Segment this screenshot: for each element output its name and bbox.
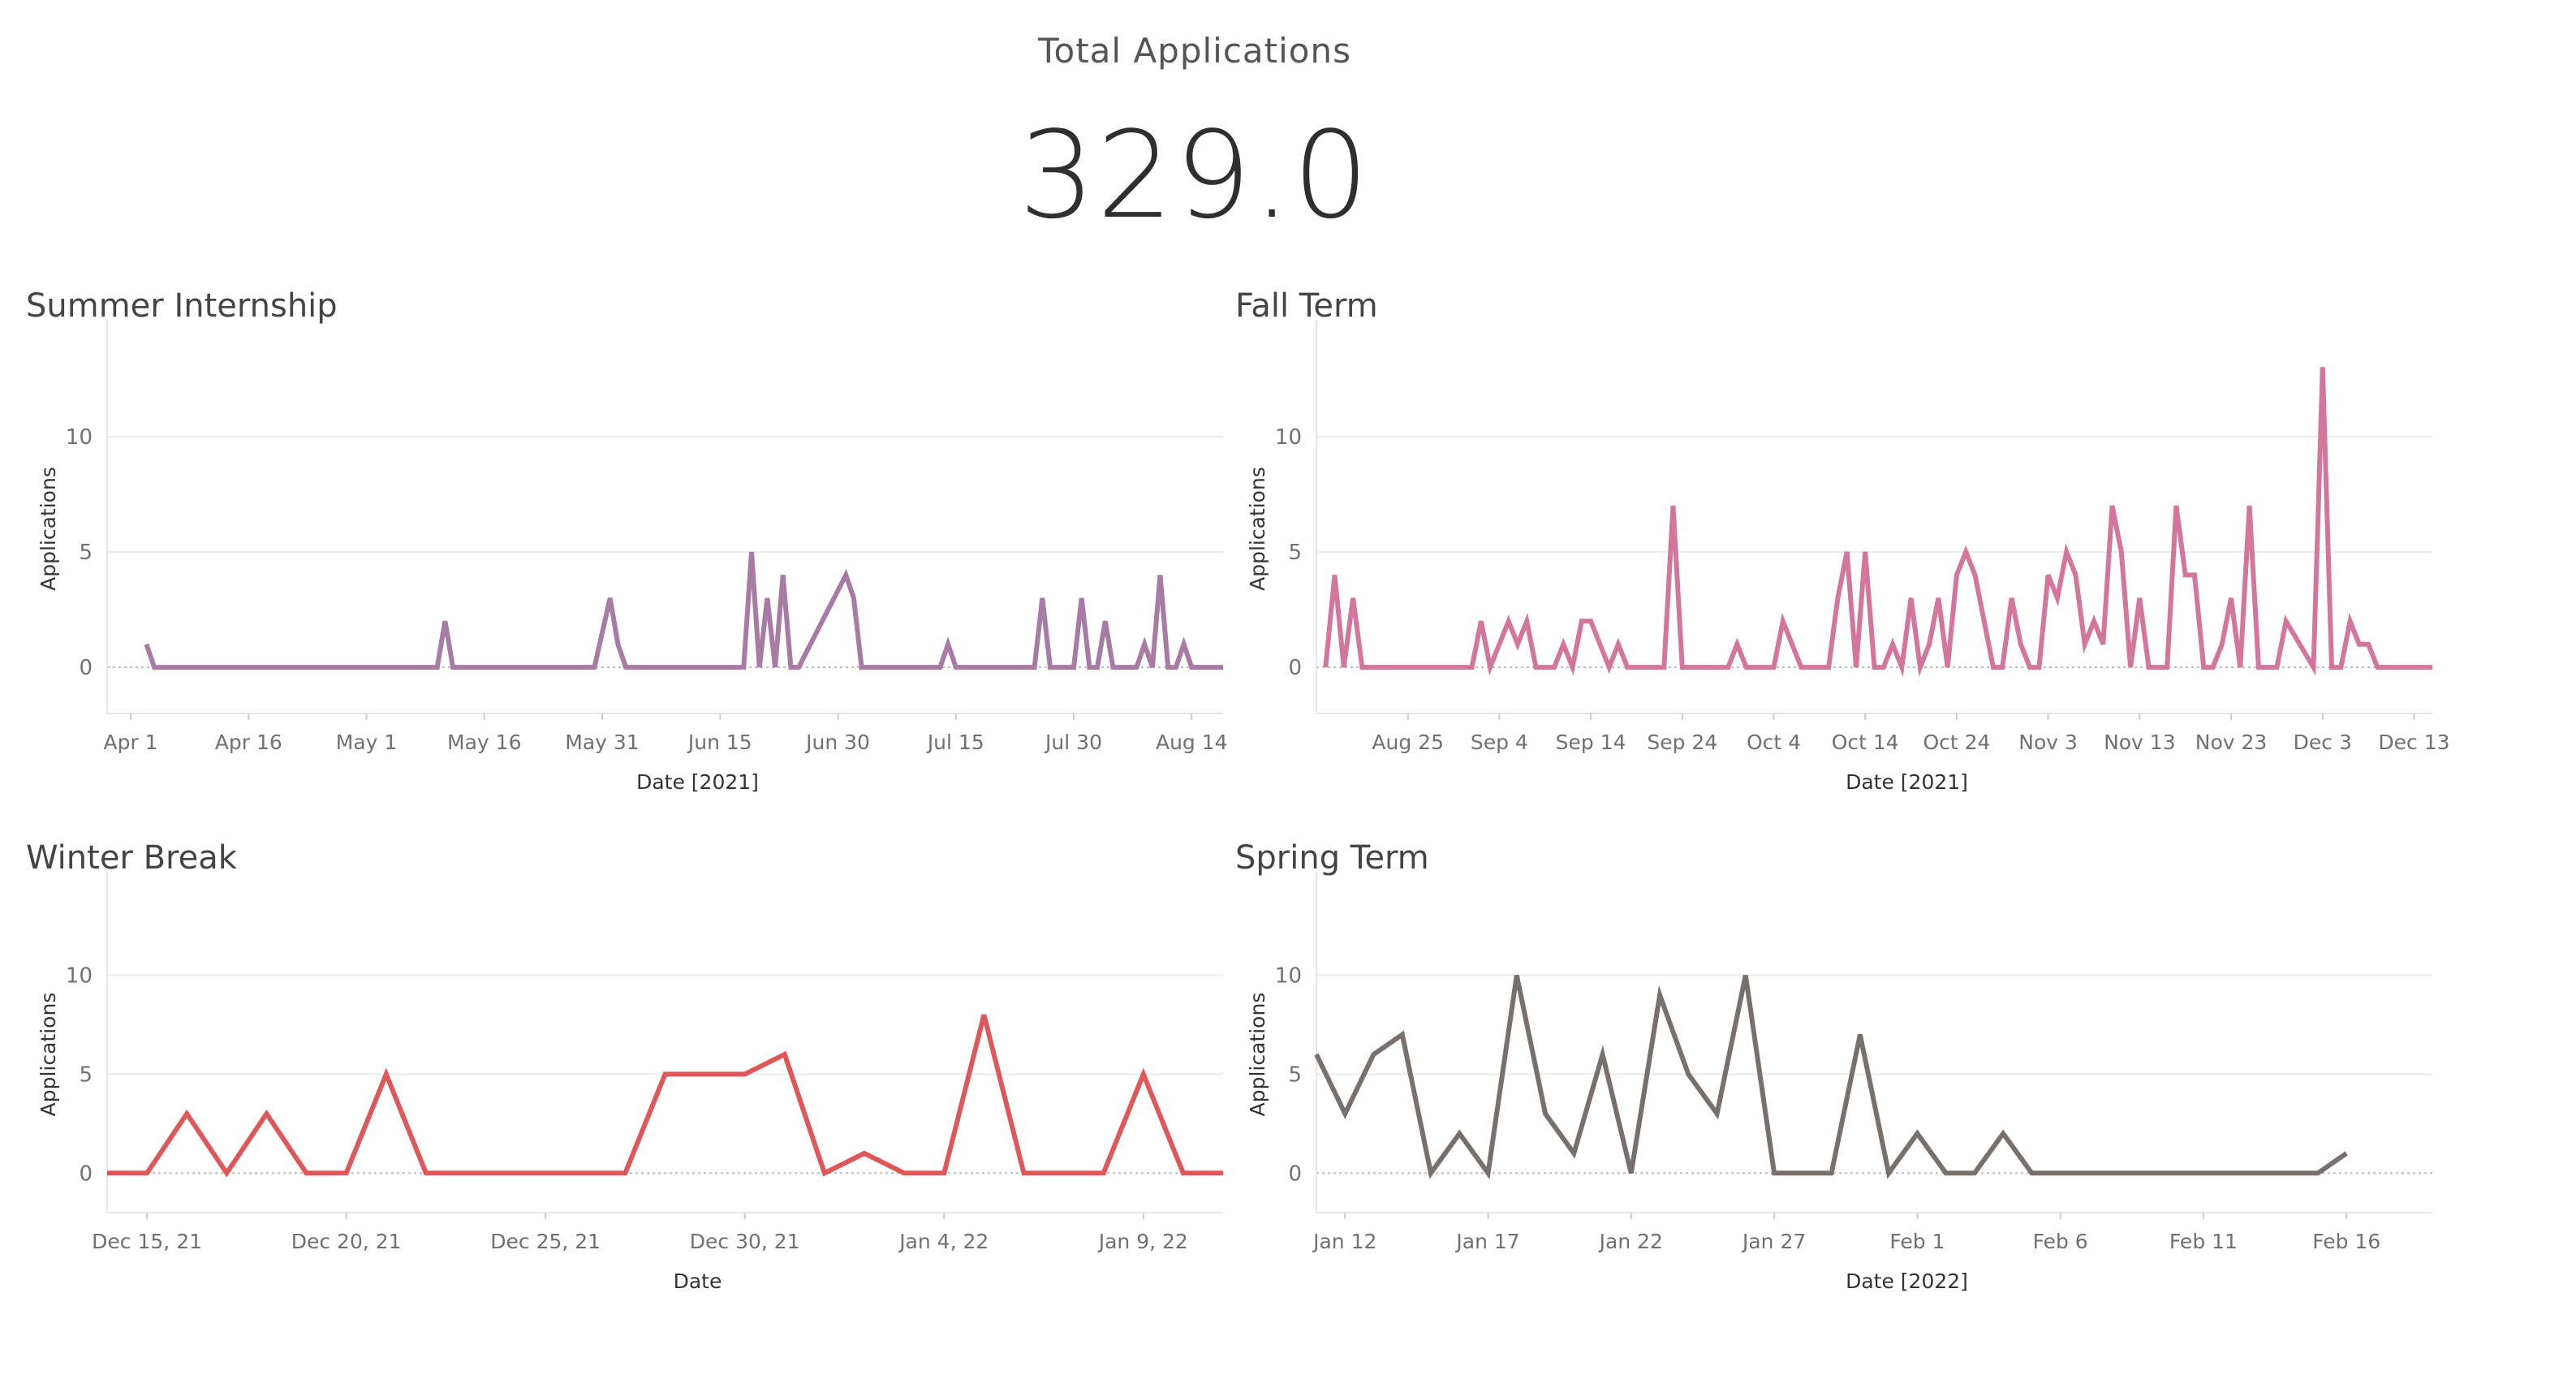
y-tick-label: 10 [66, 964, 93, 989]
y-tick-label: 0 [79, 656, 93, 680]
winter-break-title: Winter Break [26, 839, 237, 877]
x-tick-label: May 16 [447, 731, 521, 754]
series-line [144, 551, 1223, 670]
x-tick-label: Nov 23 [2195, 731, 2268, 754]
x-tick-label: Jun 30 [804, 731, 870, 754]
y-tick-label: 5 [1288, 1062, 1302, 1087]
x-tick-label: Oct 24 [1923, 731, 1990, 754]
x-tick-label: Feb 1 [1889, 1230, 1945, 1253]
summer-internship-chart: 0 5 10 Apr 1 Apr 16 May 1 May 16 May 31 Jun 15 Ju… [37, 320, 1228, 794]
x-tick-label: Jan 12 [1312, 1230, 1376, 1253]
spring-term-title: Spring Term [1235, 839, 1429, 877]
x-tick-label: Feb 11 [2169, 1230, 2238, 1253]
series-line [1314, 974, 2348, 1180]
x-tick-label: Dec 30, 21 [690, 1230, 800, 1253]
x-tick-label: May 1 [336, 731, 398, 754]
x-tick-label: Jan 22 [1598, 1230, 1663, 1253]
x-tick-label: Feb 6 [2033, 1230, 2088, 1253]
x-axis-title: Date [2022] [1846, 1269, 1968, 1293]
x-tick-label: Jan 9, 22 [1097, 1230, 1188, 1253]
x-tick-label: Sep 14 [1556, 731, 1626, 754]
summer-internship-title: Summer Internship [26, 287, 338, 325]
x-tick-label: Feb 16 [2312, 1230, 2380, 1253]
y-axis-title: Applications [1246, 467, 1269, 591]
x-axis-title: Date [674, 1269, 722, 1293]
summer-internship-panel: Summer Internship 0 5 10 Apr 1 Apr 16 May 1 Ma… [26, 287, 1243, 823]
series-line [107, 1014, 1223, 1178]
y-tick-label: 10 [66, 425, 93, 450]
y-tick-label: 10 [1275, 964, 1302, 989]
x-tick-label: Dec 15, 21 [92, 1230, 202, 1253]
winter-break-chart: 0 5 10 Dec 15, 21 Dec 20, 21 Dec 25, 21 Dec 30… [37, 872, 1223, 1293]
x-tick-label: Apr 16 [215, 731, 282, 754]
x-tick-label: May 31 [565, 731, 639, 754]
x-tick-label: Jan 17 [1454, 1230, 1519, 1253]
x-tick-label: Jan 4, 22 [898, 1230, 989, 1253]
x-tick-label: Dec 3 [2294, 731, 2352, 754]
y-tick-label: 5 [79, 1062, 93, 1087]
x-tick-label: Dec 25, 21 [490, 1230, 601, 1253]
x-tick-label: Oct 4 [1747, 731, 1801, 754]
x-tick-label: Aug 25 [1372, 731, 1444, 754]
series-line [1323, 367, 2432, 677]
y-tick-label: 5 [1288, 541, 1302, 565]
fall-term-panel: Fall Term 0 5 10 Aug 25 Sep 4 Sep 14 Sep 24 Oct… [1235, 287, 2453, 823]
x-tick-label: Jul 30 [1044, 731, 1102, 754]
fall-term-title: Fall Term [1235, 287, 1378, 325]
x-tick-label: Dec 20, 21 [291, 1230, 402, 1253]
x-tick-label: Dec 13 [2378, 731, 2449, 754]
y-tick-label: 0 [1288, 1162, 1302, 1186]
fall-term-chart: 0 5 10 Aug 25 Sep 4 Sep 14 Sep 24 Oct 4 Oct 14 Oc… [1246, 320, 2450, 794]
x-axis-title: Date [2021] [636, 770, 759, 794]
y-tick-label: 10 [1275, 425, 1302, 450]
x-tick-label: Oct 14 [1832, 731, 1899, 754]
y-axis-title: Applications [37, 467, 60, 591]
x-tick-label: Apr 1 [103, 731, 157, 754]
y-tick-label: 0 [1288, 656, 1302, 680]
winter-break-panel: Winter Break 0 5 10 Dec 15, 21 Dec 20, 21 Dec… [26, 839, 1243, 1375]
x-tick-label: Jul 15 [926, 731, 984, 754]
x-tick-label: Sep 24 [1647, 731, 1717, 754]
x-tick-label: Aug 14 [1156, 731, 1228, 754]
spring-term-panel: Spring Term 0 5 10 Jan 12 Jan 17 Jan 22 Jan 27… [1235, 839, 2453, 1375]
x-tick-label: Jan 27 [1741, 1230, 1806, 1253]
x-tick-label: Jun 15 [687, 731, 752, 754]
total-applications-title: Total Applications [1038, 31, 1351, 71]
x-tick-label: Nov 3 [2018, 731, 2078, 754]
total-applications-value: 329.0 [1019, 106, 1371, 245]
y-axis-title: Applications [1246, 993, 1269, 1117]
y-tick-label: 0 [79, 1162, 93, 1186]
x-tick-label: Sep 4 [1471, 731, 1528, 754]
x-axis-title: Date [2021] [1846, 770, 1968, 794]
x-tick-label: Nov 13 [2104, 731, 2176, 754]
spring-term-chart: 0 5 10 Jan 12 Jan 17 Jan 22 Jan 27 Feb 1 Feb 6 Fe… [1246, 872, 2432, 1293]
y-axis-title: Applications [37, 993, 60, 1117]
y-tick-label: 5 [79, 541, 93, 565]
